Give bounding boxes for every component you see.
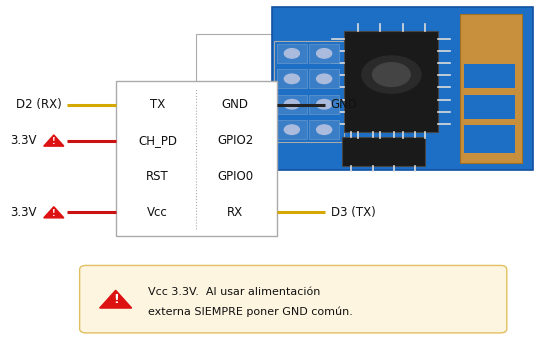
- Text: !: !: [52, 137, 55, 146]
- FancyBboxPatch shape: [80, 265, 507, 333]
- Circle shape: [316, 74, 331, 84]
- Text: CH_PD: CH_PD: [138, 134, 177, 147]
- Text: RX: RX: [227, 206, 243, 219]
- Text: externa SIEMPRE poner GND común.: externa SIEMPRE poner GND común.: [148, 307, 353, 317]
- Bar: [464, 95, 515, 119]
- Bar: [272, 7, 533, 170]
- Text: Vcc: Vcc: [147, 206, 168, 219]
- Bar: [277, 69, 307, 88]
- Text: GPIO0: GPIO0: [217, 170, 253, 183]
- Bar: [342, 137, 425, 166]
- Circle shape: [362, 56, 421, 93]
- Bar: [309, 69, 339, 88]
- Bar: [464, 64, 515, 88]
- Text: !: !: [52, 208, 55, 218]
- Text: GPIO2: GPIO2: [217, 134, 253, 147]
- Polygon shape: [44, 135, 64, 146]
- Circle shape: [373, 63, 410, 86]
- Text: 3.3V: 3.3V: [10, 134, 37, 147]
- Text: 3.3V: 3.3V: [10, 206, 37, 219]
- Bar: [277, 95, 307, 114]
- Bar: [309, 44, 339, 63]
- Text: D2 (RX): D2 (RX): [16, 98, 62, 111]
- Text: GND: GND: [331, 98, 358, 111]
- Bar: [277, 44, 307, 63]
- Circle shape: [316, 125, 331, 134]
- Bar: [116, 81, 277, 236]
- Polygon shape: [100, 290, 132, 308]
- Text: RST: RST: [146, 170, 169, 183]
- Text: TX: TX: [150, 98, 165, 111]
- Circle shape: [316, 100, 331, 109]
- Bar: [309, 120, 339, 139]
- Text: D3 (TX): D3 (TX): [331, 206, 376, 219]
- Bar: [196, 34, 277, 149]
- Polygon shape: [44, 207, 64, 218]
- Bar: [277, 120, 307, 139]
- Bar: [464, 125, 515, 153]
- Text: !: !: [113, 293, 118, 306]
- Circle shape: [284, 74, 299, 84]
- Bar: [274, 41, 344, 142]
- Circle shape: [316, 49, 331, 58]
- Bar: [344, 31, 438, 132]
- Circle shape: [284, 125, 299, 134]
- Text: Vcc 3.3V.  Al usar alimentación: Vcc 3.3V. Al usar alimentación: [148, 287, 320, 297]
- Bar: [460, 14, 522, 163]
- Text: GND: GND: [222, 98, 249, 111]
- Circle shape: [284, 49, 299, 58]
- Circle shape: [284, 100, 299, 109]
- Bar: [309, 95, 339, 114]
